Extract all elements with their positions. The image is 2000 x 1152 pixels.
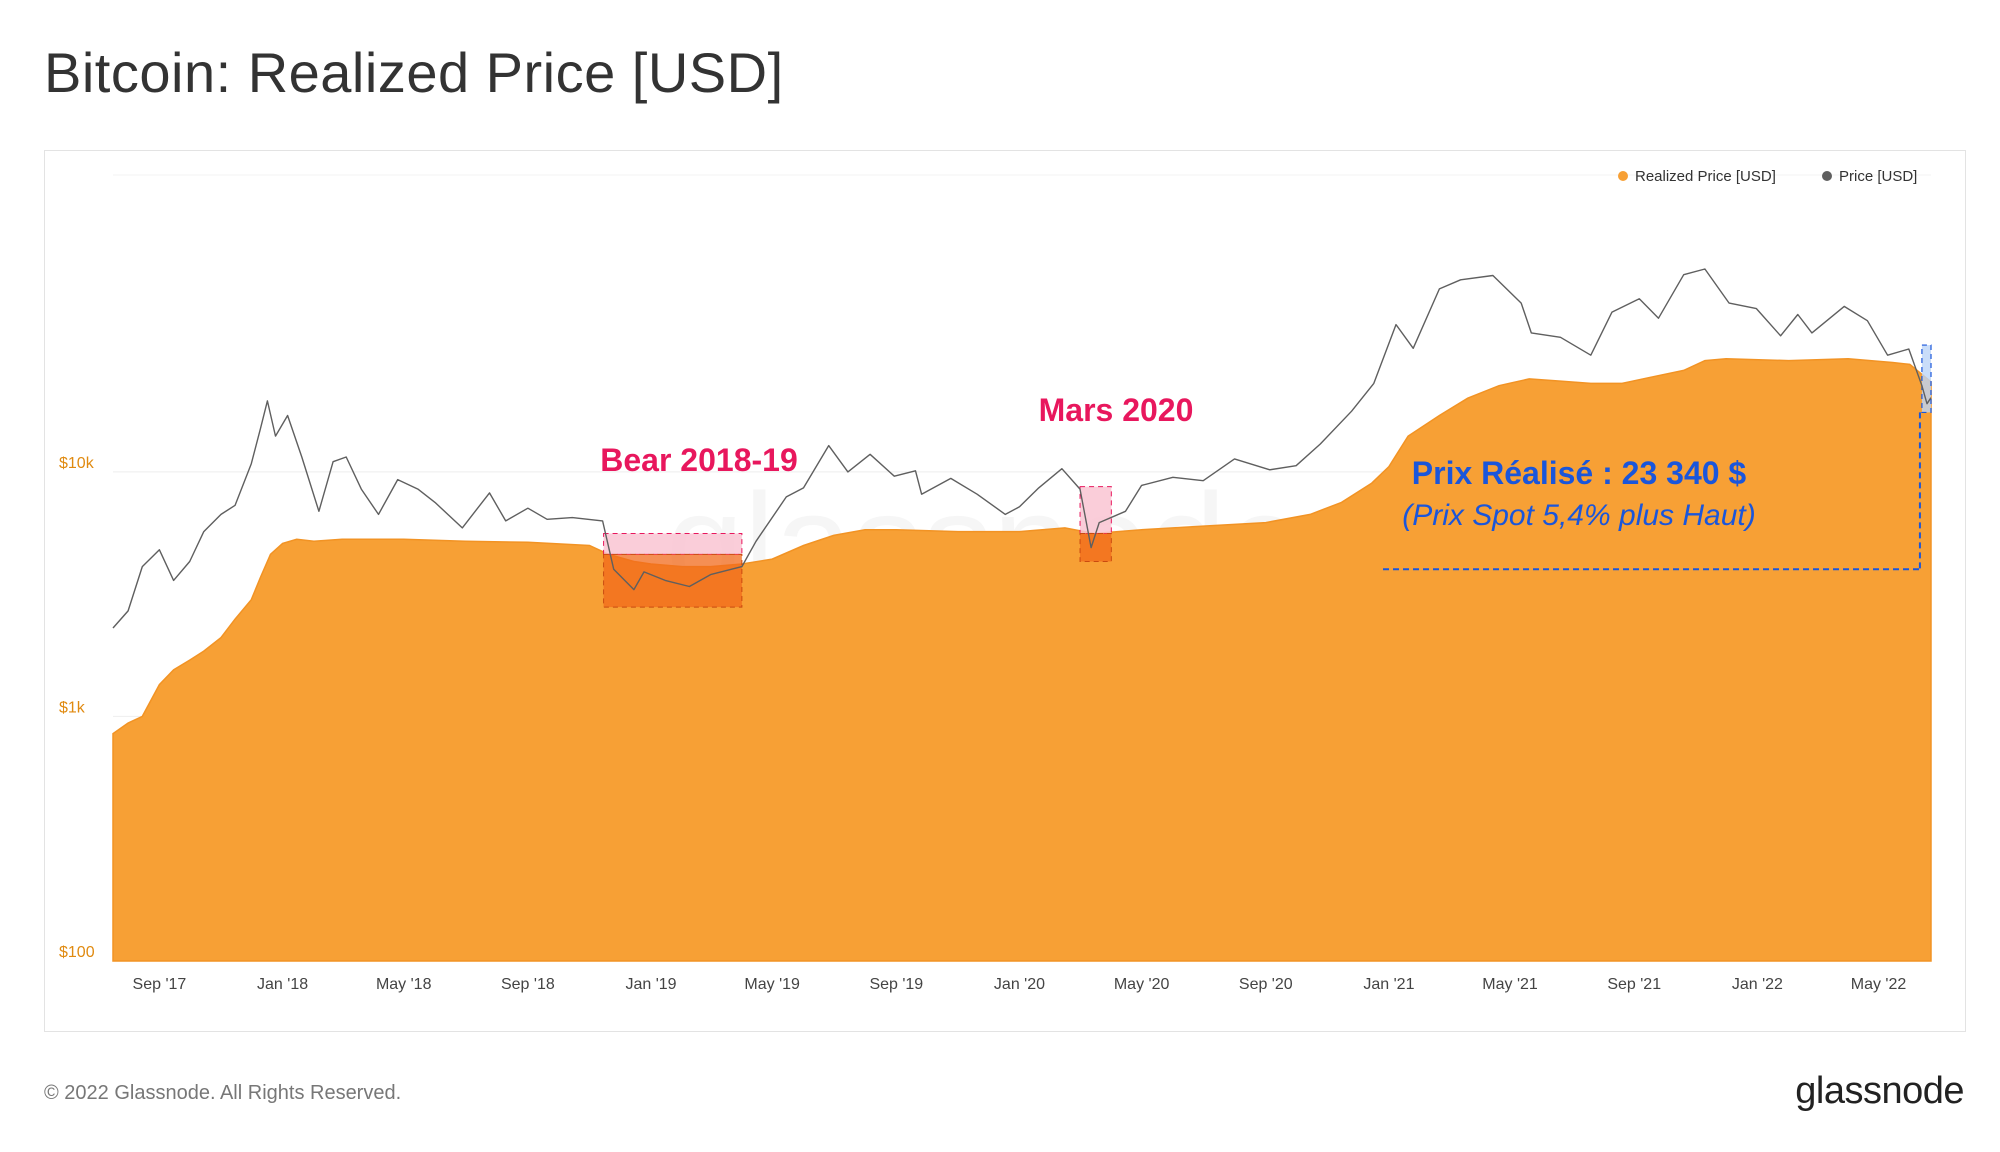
- price-series: [112, 268, 1932, 629]
- legend-realized-label[interactable]: Realized Price [USD]: [1635, 168, 1776, 185]
- realized-price-series: [112, 358, 1932, 962]
- x-tick-label: Jan '21: [1363, 976, 1414, 993]
- legend: Realized Price [USD] Price [USD]: [1618, 168, 1917, 185]
- annotation-label-realized: Prix Réalisé : 23 340 $: [1412, 455, 1747, 491]
- x-tick-label: May '21: [1482, 976, 1538, 993]
- x-tick-label: Jan '19: [625, 976, 676, 993]
- y-tick-label: $10k: [59, 455, 95, 472]
- x-tick-label: May '18: [376, 976, 432, 993]
- copyright-notice: © 2022 Glassnode. All Rights Reserved.: [44, 1082, 402, 1104]
- glassnode-logo[interactable]: glassnode: [1795, 1070, 1964, 1112]
- x-tick-label: May '22: [1851, 976, 1907, 993]
- x-tick-label: Jan '18: [257, 976, 308, 993]
- y-tick-label: $100: [59, 944, 95, 961]
- legend-price-dot: [1822, 171, 1832, 181]
- annotation-labels: Bear 2018-19 Mars 2020 Prix Réalisé : 23 3…: [600, 392, 1755, 532]
- y-tick-label: $1k: [59, 699, 86, 716]
- x-tick-label: May '19: [744, 976, 800, 993]
- price-line: [112, 268, 1932, 629]
- annotation-box-current: [1921, 344, 1932, 414]
- x-tick-label: Sep '19: [869, 976, 923, 993]
- x-tick-label: Sep '20: [1239, 976, 1293, 993]
- axis-layer: $100 $1k $10k Sep '17 Jan '18 May '18 Sep '18 J…: [59, 455, 1906, 993]
- x-tick-label: Sep '18: [501, 976, 555, 993]
- annotation-box-upper: [603, 532, 743, 555]
- page-title: Bitcoin: Realized Price [USD]: [44, 41, 784, 104]
- x-tick-label: Jan '20: [994, 976, 1045, 993]
- annotation-box-upper: [1079, 486, 1112, 534]
- annotation-label-bear: Bear 2018-19: [600, 442, 797, 478]
- x-tick-label: Sep '21: [1607, 976, 1661, 993]
- legend-price-label[interactable]: Price [USD]: [1839, 168, 1917, 185]
- x-tick-label: Jan '22: [1732, 976, 1783, 993]
- realized-price-area: [112, 358, 1932, 962]
- annotation-box-lower: [1079, 532, 1112, 563]
- legend-realized-dot: [1618, 171, 1628, 181]
- annotation-sublabel-realized: (Prix Spot 5,4% plus Haut): [1402, 499, 1755, 532]
- annotation-box-lower: [603, 553, 743, 608]
- annotation-label-march: Mars 2020: [1039, 392, 1194, 428]
- x-tick-label: May '20: [1114, 976, 1170, 993]
- x-tick-label: Sep '17: [133, 976, 187, 993]
